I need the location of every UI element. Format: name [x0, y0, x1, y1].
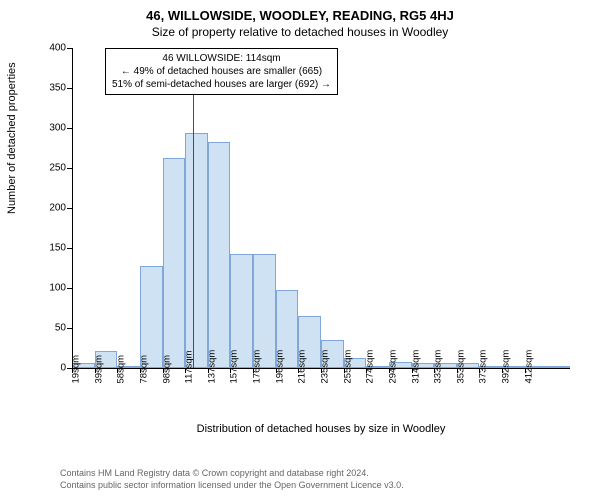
- y-tick-label: 400: [36, 43, 66, 54]
- y-tick-label: 0: [36, 363, 66, 374]
- footer-line1: Contains HM Land Registry data © Crown c…: [60, 468, 404, 480]
- plot-area: 05010015020025030035040019sqm39sqm58sqm7…: [72, 48, 570, 368]
- title-main: 46, WILLOWSIDE, WOODLEY, READING, RG5 4H…: [0, 0, 600, 23]
- histogram-bar: [163, 158, 186, 368]
- histogram-bar: [185, 133, 208, 368]
- annotation-line3: 51% of semi-detached houses are larger (…: [112, 78, 331, 91]
- y-tick-label: 100: [36, 283, 66, 294]
- y-axis-line: [72, 48, 73, 368]
- footer-attribution: Contains HM Land Registry data © Crown c…: [60, 468, 404, 491]
- title-sub: Size of property relative to detached ho…: [0, 23, 600, 39]
- x-axis-line: [72, 368, 570, 369]
- annotation-line1: 46 WILLOWSIDE: 114sqm: [112, 52, 331, 65]
- y-tick-label: 200: [36, 203, 66, 214]
- histogram-bar: [140, 266, 163, 368]
- y-tick-label: 150: [36, 243, 66, 254]
- annotation-line2: ← 49% of detached houses are smaller (66…: [112, 65, 331, 78]
- annotation-box: 46 WILLOWSIDE: 114sqm ← 49% of detached …: [105, 48, 338, 95]
- y-tick-label: 50: [36, 323, 66, 334]
- y-tick-label: 250: [36, 163, 66, 174]
- chart-container: 46, WILLOWSIDE, WOODLEY, READING, RG5 4H…: [0, 0, 600, 500]
- reference-marker-line: [193, 48, 194, 368]
- y-tick-label: 300: [36, 123, 66, 134]
- x-axis-label: Distribution of detached houses by size …: [72, 423, 570, 435]
- y-tick-label: 350: [36, 83, 66, 94]
- histogram-bar: [208, 142, 231, 368]
- footer-line2: Contains public sector information licen…: [60, 480, 404, 492]
